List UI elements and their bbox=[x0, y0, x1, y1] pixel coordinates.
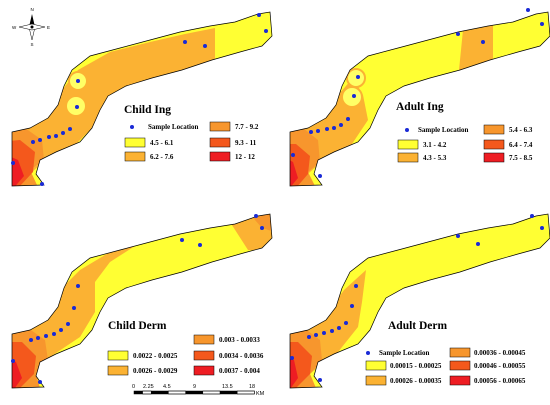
legend-class-label: 5.4 - 6.3 bbox=[509, 126, 533, 134]
compass-w: W bbox=[12, 25, 17, 30]
panel-title: Adult Ing bbox=[396, 101, 444, 113]
scale-tick: 4.5 bbox=[163, 384, 171, 390]
legend-class-label: 4.3 - 5.3 bbox=[423, 154, 447, 162]
scale-tick: 13.5 bbox=[222, 384, 233, 390]
legend-class-label: 0.0022 - 0.0025 bbox=[133, 352, 178, 360]
panel-title: Adult Derm bbox=[388, 320, 448, 332]
sample-location-label: Sample Location bbox=[418, 126, 468, 134]
panel-title: Child Derm bbox=[108, 320, 167, 332]
sample-location-legend-icon bbox=[366, 351, 370, 355]
legend-class-label: 0.00046 - 0.00055 bbox=[474, 362, 526, 370]
legend-class-label: 0.00036 - 0.00045 bbox=[474, 349, 526, 357]
legend-class-label: 0.00015 - 0.00025 bbox=[390, 362, 442, 370]
panel-title: Child Ing bbox=[124, 104, 171, 116]
legend-class-label: 6.2 - 7.6 bbox=[150, 153, 174, 161]
scale-tick: 0 bbox=[132, 384, 135, 390]
scale-tick: 18 bbox=[249, 384, 255, 390]
map-panel-adult-derm: Adult Derm Sample Location 0.00015 - 0.0… bbox=[289, 213, 550, 389]
legend-class-label: 0.0026 - 0.0029 bbox=[133, 367, 178, 375]
legend-class-label: 3.1 - 4.2 bbox=[423, 141, 447, 149]
scale-tick: 9 bbox=[193, 384, 196, 390]
legend-class-label: 12 - 12 bbox=[235, 153, 255, 161]
map-panel-child-derm: Child Derm 0.0022 - 0.0025 0.0026 - 0.00… bbox=[11, 213, 273, 389]
scale-unit: KM bbox=[256, 391, 265, 397]
scale-tick: 2.25 bbox=[143, 384, 154, 390]
scale-bar: 0 2.25 4.5 9 13.5 18 KM bbox=[132, 384, 265, 397]
legend-class-label: 0.0037 - 0.004 bbox=[219, 367, 260, 375]
north-arrow-icon: N S E W bbox=[12, 7, 50, 47]
sample-location-label: Sample Location bbox=[148, 123, 198, 131]
legend-class-label: 7.7 - 9.2 bbox=[235, 123, 259, 131]
sample-points bbox=[291, 8, 544, 178]
legend-class-label: 0.00056 - 0.00065 bbox=[474, 377, 526, 385]
legend-class-label: 9.3 - 11 bbox=[235, 139, 257, 147]
compass-s: S bbox=[31, 42, 34, 47]
legend-class-label: 0.003 - 0.0033 bbox=[219, 336, 260, 344]
sample-location-legend-icon bbox=[405, 128, 409, 132]
legend-class-label: 7.5 - 8.5 bbox=[509, 154, 533, 162]
legend-class-label: 6.4 - 7.4 bbox=[509, 141, 533, 149]
map-panel-child-ing: Child Ing Sample Location 4.5 - 6.1 6.2 … bbox=[11, 11, 273, 187]
compass-n: N bbox=[31, 7, 34, 12]
sample-points bbox=[11, 13, 268, 186]
legend-class-label: 0.00026 - 0.00035 bbox=[390, 377, 442, 385]
sample-location-label: Sample Location bbox=[379, 349, 429, 357]
map-panel-adult-ing: Adult Ing Sample Location 3.1 - 4.2 4.3 … bbox=[289, 8, 550, 187]
legend-class-label: 0.0034 - 0.0036 bbox=[219, 352, 264, 360]
compass-e: E bbox=[47, 25, 50, 30]
legend-class-label: 4.5 - 6.1 bbox=[150, 139, 174, 147]
sample-points bbox=[11, 214, 264, 384]
sample-points bbox=[290, 214, 544, 382]
sample-location-legend-icon bbox=[130, 125, 134, 129]
